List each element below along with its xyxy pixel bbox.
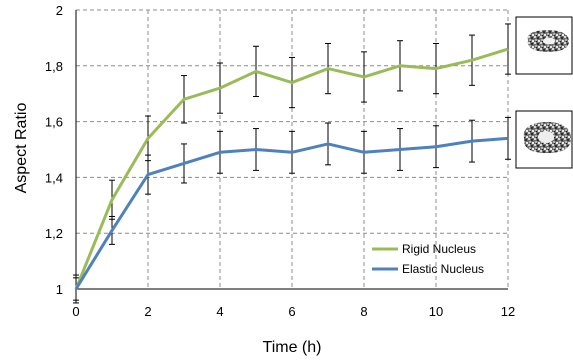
legend-label-elastic: Elastic Nucleus (402, 262, 484, 276)
legend: Rigid Nucleus Elastic Nucleus (372, 242, 484, 276)
rigid-nucleus-thumbnail (515, 16, 573, 75)
legend-label-rigid: Rigid Nucleus (402, 242, 476, 256)
series-line-elastic (74, 136, 509, 290)
y-tick-label: 1,6 (45, 115, 63, 130)
y-axis-title: Aspect Ratio (13, 103, 30, 194)
elastic-nucleus-thumbnail (515, 110, 573, 169)
y-tick-label: 2 (56, 3, 63, 18)
x-tick-label: 12 (501, 304, 515, 319)
x-axis-title: Time (h) (263, 339, 322, 356)
x-tick-label: 0 (72, 304, 79, 319)
x-tick-label: 10 (429, 304, 443, 319)
tick-labels: 0 2 4 6 8 10 12 1 1,2 1,4 1,6 1,8 2 (45, 3, 515, 319)
x-tick-label: 4 (216, 304, 223, 319)
y-tick-label: 1,8 (45, 59, 63, 74)
x-tick-label: 2 (144, 304, 151, 319)
y-tick-label: 1,2 (45, 226, 63, 241)
axes (75, 10, 508, 290)
x-tick-label: 8 (360, 304, 367, 319)
y-tick-label: 1,4 (45, 170, 63, 185)
series-lines (74, 47, 509, 290)
y-tick-label: 1 (56, 282, 63, 297)
series-line-rigid (74, 47, 509, 290)
x-tick-label: 6 (288, 304, 295, 319)
